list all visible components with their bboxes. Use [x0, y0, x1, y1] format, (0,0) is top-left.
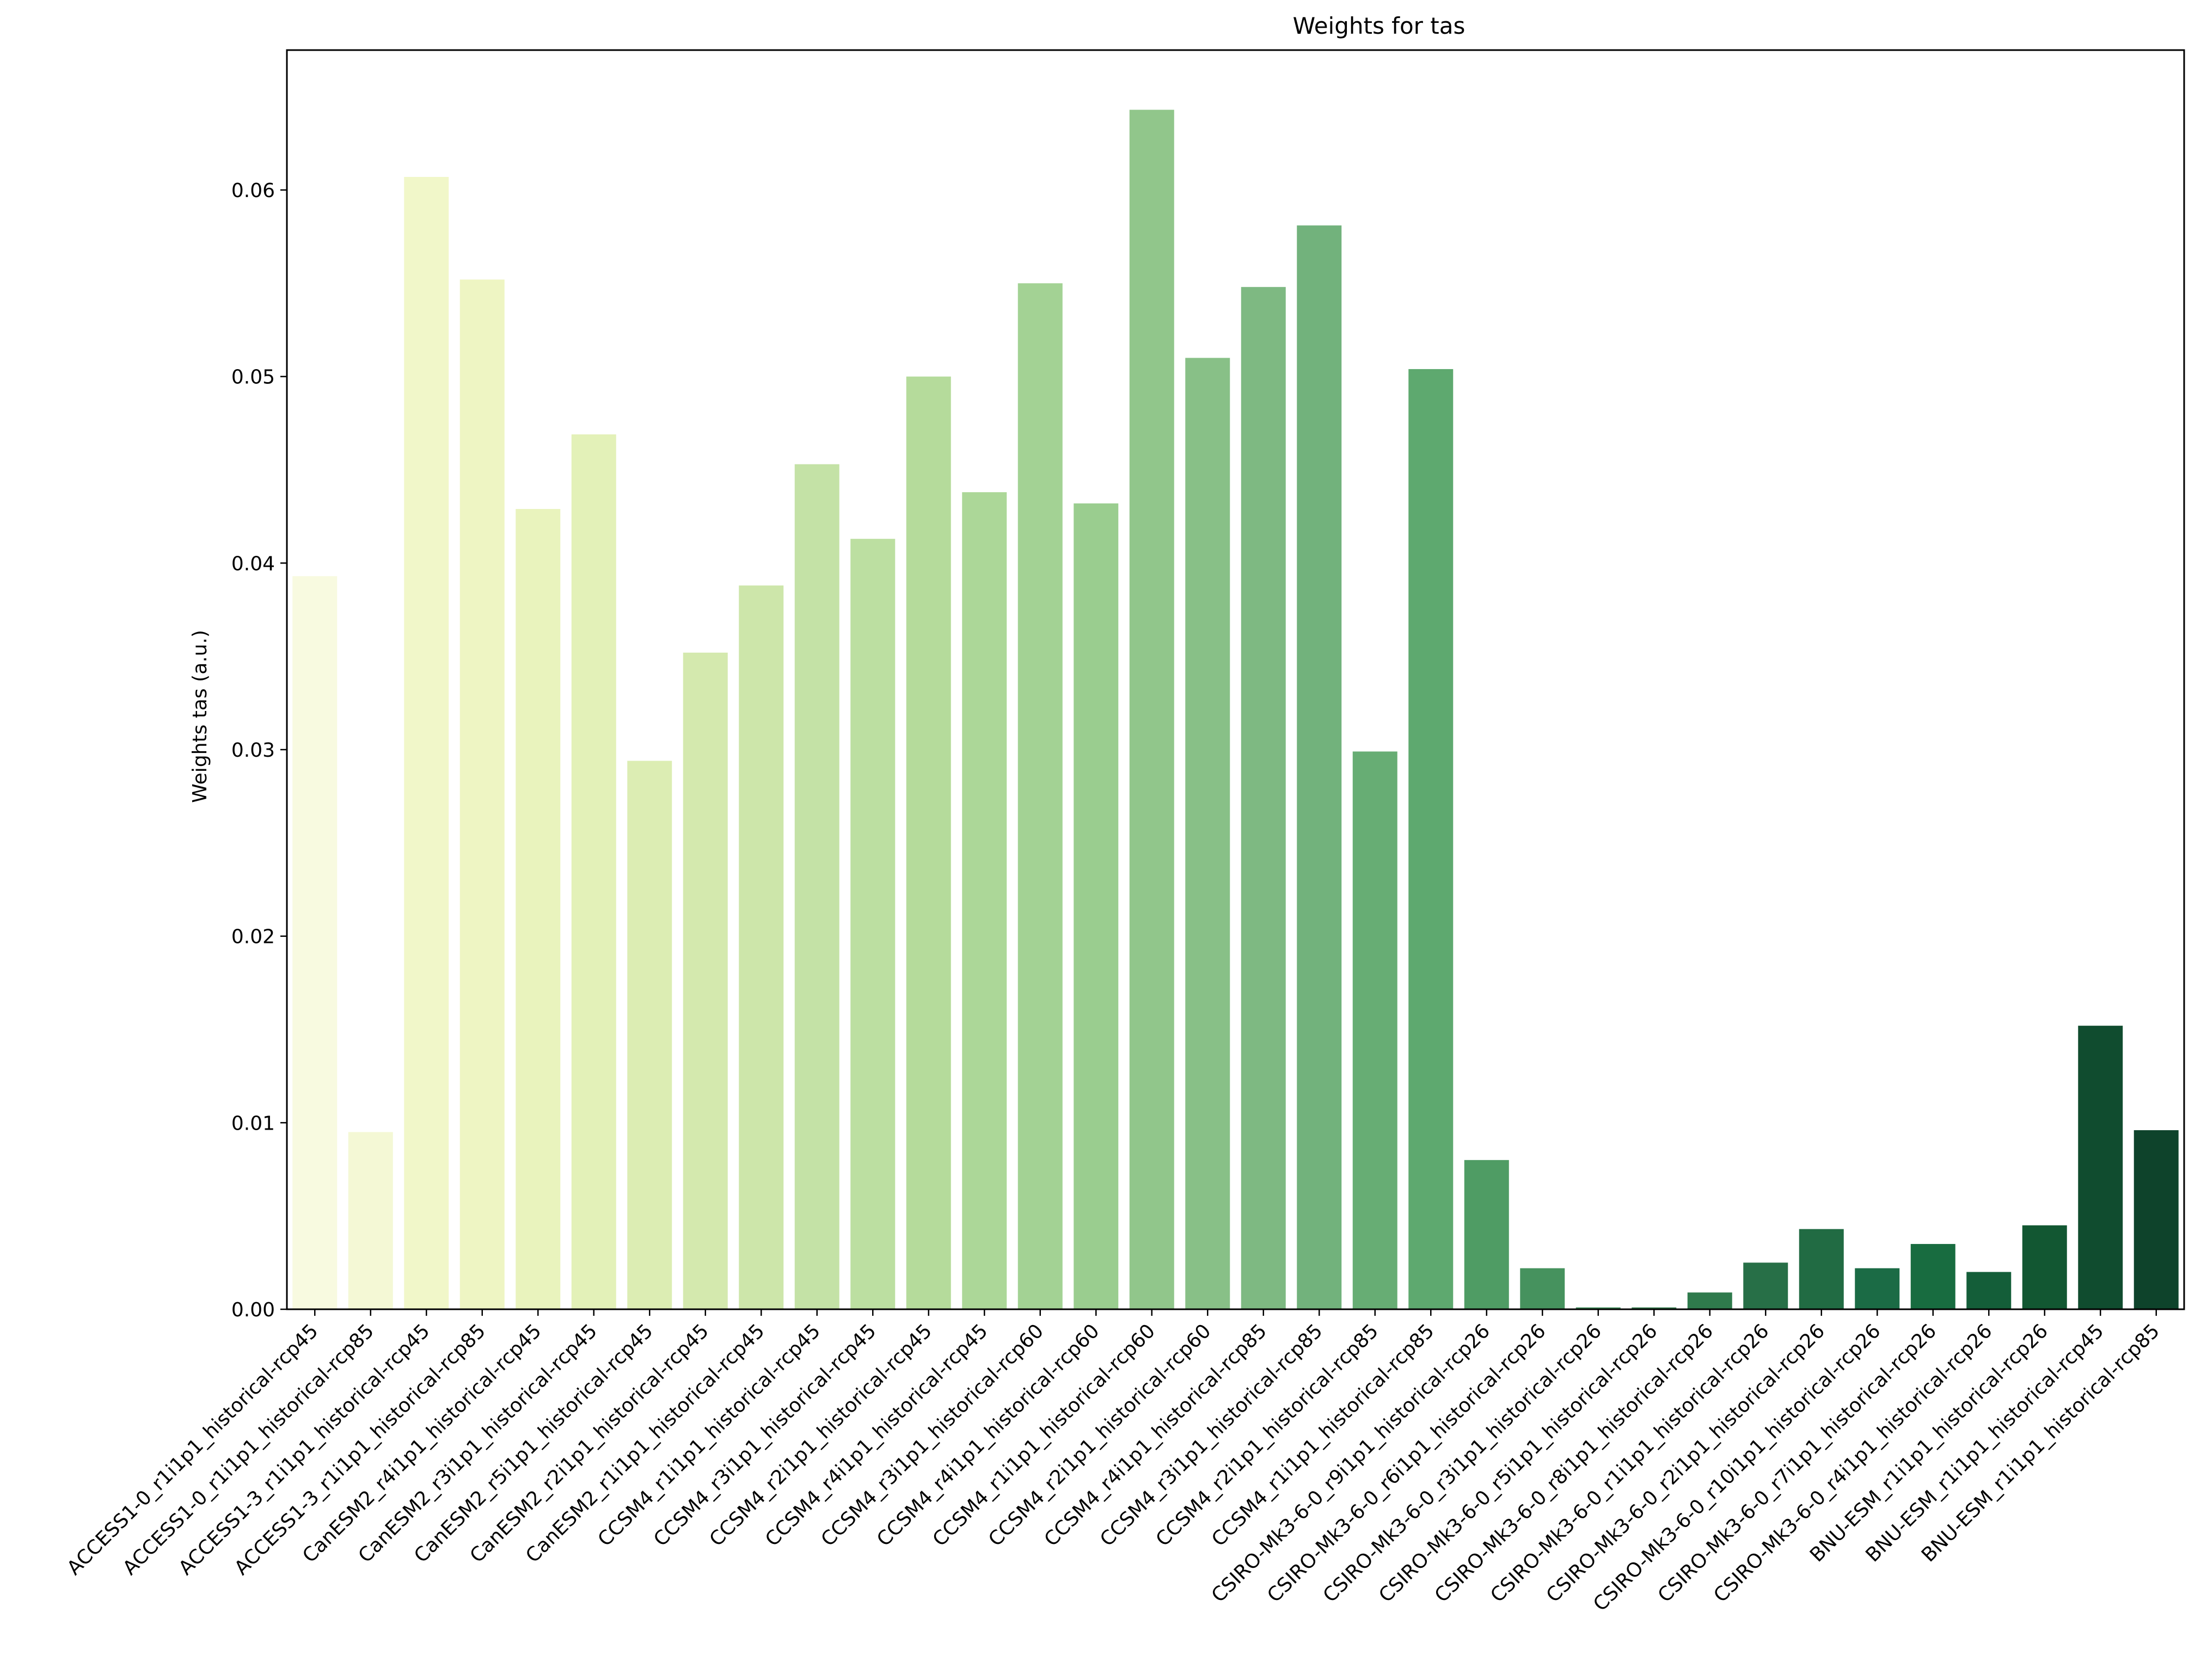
bar-23 [1520, 1268, 1565, 1309]
bar-19 [1297, 225, 1342, 1309]
bar-31 [1966, 1272, 2012, 1309]
bar-32 [2022, 1225, 2067, 1309]
bar-18 [1241, 287, 1286, 1310]
bar-34 [2133, 1130, 2179, 1309]
bar-24 [1575, 1307, 1621, 1309]
bar-25 [1632, 1307, 1677, 1309]
y-tick-label: 0.01 [231, 1112, 275, 1135]
bar-16 [1129, 109, 1174, 1310]
bar-27 [1743, 1262, 1788, 1309]
bar-3 [404, 177, 449, 1309]
bar-15 [1074, 503, 1119, 1310]
bar-13 [962, 492, 1007, 1309]
y-tick-label: 0.03 [231, 739, 275, 762]
bar-20 [1352, 751, 1397, 1309]
bar-22 [1464, 1160, 1509, 1309]
y-axis-label: Weights tas (a.u.) [189, 630, 211, 803]
bar-5 [516, 508, 561, 1310]
y-tick-label: 0.02 [231, 926, 275, 948]
bar-33 [2078, 1026, 2123, 1309]
bar-17 [1185, 358, 1230, 1309]
y-tick-label: 0.04 [231, 553, 275, 575]
bar-1 [292, 576, 338, 1309]
bar-30 [1910, 1244, 1955, 1309]
y-ticks-group: 0.00 0.01 0.02 0.03 0.04 0.05 0.06 [231, 180, 287, 1321]
bars-group [292, 109, 2179, 1310]
bar-6 [571, 434, 616, 1309]
bar-14 [1017, 283, 1063, 1309]
bar-10 [794, 464, 839, 1309]
bar-29 [1855, 1268, 1900, 1309]
bar-11 [850, 538, 896, 1309]
bar-12 [906, 376, 951, 1310]
y-tick-label: 0.05 [231, 366, 275, 389]
bar-7 [627, 761, 672, 1309]
bar-2 [348, 1132, 393, 1309]
y-tick-label: 0.06 [231, 180, 275, 202]
bar-21 [1408, 369, 1454, 1310]
chart-title: Weights for tas [1293, 13, 1466, 39]
bar-26 [1687, 1292, 1732, 1309]
plot-frame [286, 49, 2185, 1310]
bar-4 [459, 279, 505, 1309]
bar-28 [1799, 1229, 1844, 1309]
bar-8 [683, 652, 728, 1309]
y-tick-label: 0.00 [231, 1299, 275, 1321]
bar-9 [739, 585, 784, 1309]
